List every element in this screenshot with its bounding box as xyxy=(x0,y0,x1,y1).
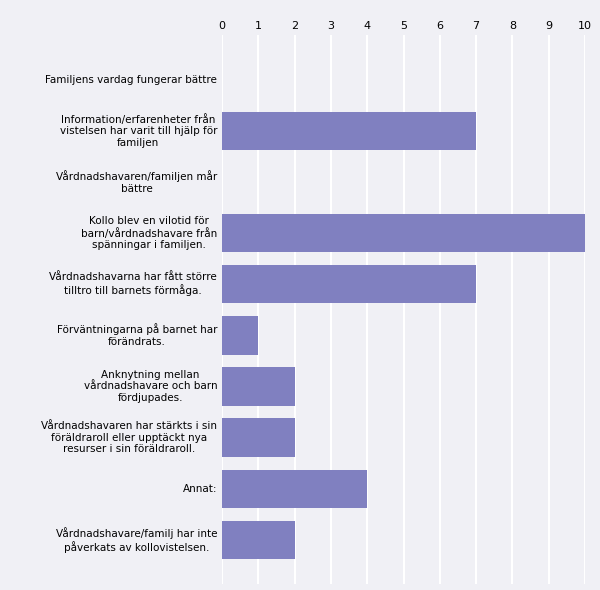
Bar xyxy=(222,265,476,303)
Bar xyxy=(222,214,585,252)
Bar xyxy=(222,418,295,457)
Bar xyxy=(222,521,295,559)
Bar xyxy=(222,470,367,508)
Bar xyxy=(222,316,259,355)
Bar xyxy=(222,112,476,150)
Bar xyxy=(222,368,295,406)
